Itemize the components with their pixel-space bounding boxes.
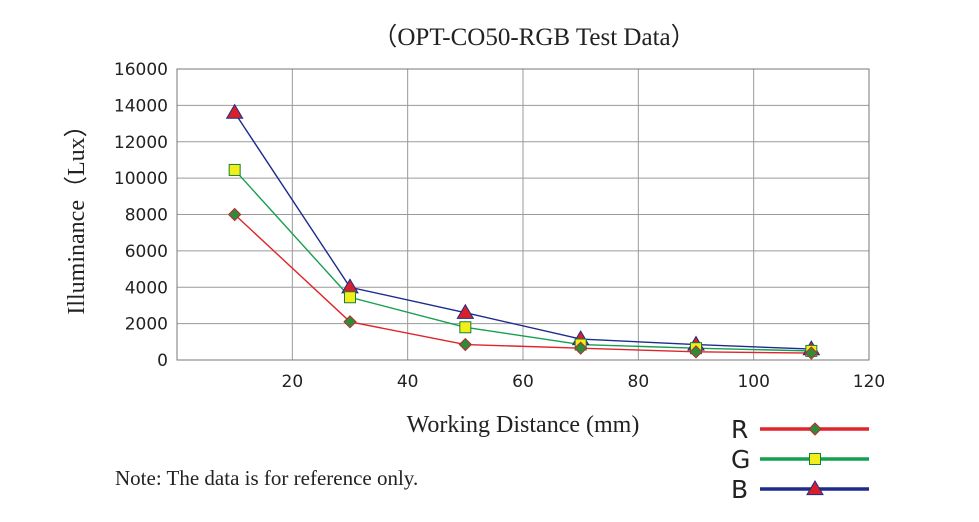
x-tick-label: 100 bbox=[737, 372, 769, 392]
y-axis-ticks: 0 2000 4000 6000 8000 10000 12000 14000 16000 bbox=[114, 60, 168, 371]
series-line-r bbox=[234, 213, 812, 354]
y-tick-label: 4000 bbox=[125, 278, 168, 298]
plot-area bbox=[176, 68, 870, 361]
legend-marker-b bbox=[806, 480, 824, 496]
data-point-r bbox=[458, 337, 473, 352]
legend-label-b: B bbox=[731, 475, 748, 504]
y-tick-label: 10000 bbox=[114, 169, 168, 189]
legend-label-r: R bbox=[731, 415, 748, 444]
y-tick-label: 8000 bbox=[125, 206, 168, 226]
data-point-g bbox=[459, 321, 472, 334]
x-axis-ticks: 20 40 60 80 100 120 bbox=[282, 372, 886, 392]
series-line-g bbox=[234, 169, 812, 352]
data-point-r bbox=[804, 346, 819, 360]
x-tick-label: 20 bbox=[282, 372, 304, 392]
x-tick-label: 40 bbox=[397, 372, 419, 392]
data-point-r bbox=[573, 341, 588, 355]
y-tick-label: 12000 bbox=[114, 133, 168, 153]
note-text: Note: The data is for reference only. bbox=[115, 466, 418, 490]
x-axis-title: Working Distance (mm) bbox=[407, 412, 640, 438]
x-tick-label: 120 bbox=[853, 372, 885, 392]
series-lines bbox=[225, 103, 821, 360]
data-point-r bbox=[689, 345, 703, 359]
x-tick-label: 80 bbox=[628, 372, 650, 392]
data-point-g bbox=[344, 291, 356, 304]
data-point-r bbox=[343, 315, 357, 329]
legend-marker-r bbox=[808, 422, 822, 436]
data-point-g bbox=[228, 163, 241, 176]
y-tick-label: 2000 bbox=[125, 315, 168, 335]
data-point-b bbox=[225, 103, 244, 119]
y-tick-label: 16000 bbox=[114, 60, 168, 80]
y-axis-title: Illuminance（Lux） bbox=[64, 113, 90, 314]
data-point-b bbox=[456, 303, 475, 319]
y-tick-label: 6000 bbox=[125, 242, 168, 262]
chart-title: （OPT-CO50-RGB Test Data） bbox=[372, 23, 695, 51]
data-point-r bbox=[227, 207, 242, 222]
x-tick-label: 60 bbox=[512, 372, 534, 392]
legend: RGB bbox=[731, 415, 869, 504]
series-line-b bbox=[234, 112, 812, 350]
grid bbox=[177, 68, 870, 361]
y-tick-label: 14000 bbox=[114, 96, 168, 116]
data-point-b bbox=[341, 278, 359, 294]
y-tick-label: 0 bbox=[157, 351, 168, 371]
legend-label-g: G bbox=[731, 445, 750, 474]
legend-marker-g bbox=[809, 453, 821, 465]
